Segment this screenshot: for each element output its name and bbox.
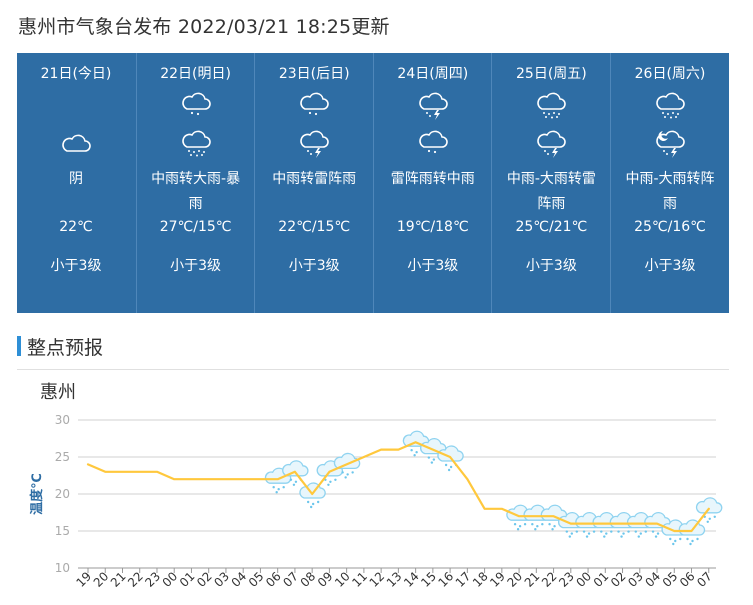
- y-tick-label: 30: [55, 413, 70, 427]
- forecast-day-1: 21日(今日) 阴 22℃ 小于3级: [17, 53, 135, 313]
- forecast-date: 22日(明日): [160, 66, 231, 82]
- forecast-temperature: 22℃: [59, 219, 93, 235]
- hourly-forecast-heading: 整点预报: [17, 334, 104, 359]
- y-tick-label: 10: [55, 561, 70, 575]
- y-tick-label: 15: [55, 524, 70, 538]
- forecast-description: 中雨转雷阵雨: [272, 171, 357, 187]
- light-rain-icon: [137, 89, 255, 119]
- heavy-rain-icon: [137, 127, 255, 161]
- forecast-date: 24日(周四): [397, 66, 469, 82]
- forecast-day-5: 25日(周五) 中雨-大雨转雷阵雨 25℃/21℃ 小于3级: [491, 53, 610, 313]
- temperature-chart-svg: 惠州温度℃10152025301920212223000102030405060…: [29, 382, 723, 590]
- page-title: 惠州市气象台发布 2022/03/21 18:25更新: [18, 16, 390, 38]
- forecast-day-6: 26日(周六) 中雨-大雨转阵雨 25℃/16℃ 小于3级: [610, 53, 729, 313]
- thunder-rain-icon: [255, 127, 373, 161]
- forecast-description: 阴: [69, 171, 83, 187]
- rain-cloud-icon: [333, 452, 361, 479]
- x-tick-label: 07: [694, 569, 715, 590]
- forecast-date: 23日(后日): [278, 66, 350, 82]
- forecast-temperature: 19℃/18℃: [396, 219, 469, 235]
- y-axis-label: 温度℃: [29, 473, 45, 515]
- light-rain-icon: [255, 89, 373, 119]
- forecast-temperature: 25℃/21℃: [515, 219, 588, 235]
- heading-accent-bar: [17, 336, 21, 356]
- forecast-wind: 小于3级: [170, 258, 222, 274]
- rain-cloud-icon: [678, 519, 706, 546]
- forecast-description: 中雨转大雨-暴雨: [151, 171, 241, 212]
- forecast-description: 雷阵雨转中雨: [390, 171, 475, 187]
- y-tick-label: 20: [55, 487, 70, 501]
- forecast-temperature: 27℃/15℃: [159, 219, 232, 235]
- forecast-day-3: 23日(后日) 中雨转雷阵雨 22℃/15℃ 小于3级: [254, 53, 373, 313]
- heavy-rain-icon: [492, 89, 610, 119]
- forecast-description: 中雨-大雨转雷阵雨: [506, 171, 596, 212]
- forecast-day-4: 24日(周四) 雷阵雨转中雨 19℃/18℃ 小于3级: [372, 53, 492, 313]
- hourly-forecast-title: 整点预报: [27, 336, 104, 359]
- forecast-temperature: 22℃/15℃: [278, 219, 351, 235]
- forecast-date: 25日(周五): [516, 66, 587, 82]
- forecast-wind: 小于3级: [288, 258, 340, 274]
- rain-cloud-icon: [299, 482, 326, 509]
- forecast-wind: 小于3级: [644, 258, 696, 274]
- forecast-temperature: 25℃/16℃: [634, 219, 706, 235]
- forecast-wind: 小于3级: [50, 258, 102, 274]
- forecast-wind: 小于3级: [407, 258, 459, 274]
- rain-cloud-icon: [282, 460, 309, 486]
- heavy-rain-icon: [611, 89, 729, 119]
- forecast-date: 26日(周六): [634, 66, 706, 82]
- forecast-wind: 小于3级: [525, 258, 577, 274]
- forecast-date: 21日(今日): [40, 66, 112, 82]
- heading-divider: [17, 369, 729, 370]
- night-thunder-rain-icon: [611, 127, 729, 161]
- y-tick-label: 25: [55, 450, 70, 464]
- chart-title: 惠州: [40, 382, 76, 403]
- rain-cloud-icon: [695, 497, 723, 523]
- thunder-rain-icon: [374, 89, 492, 120]
- light-rain-icon: [374, 127, 492, 161]
- temperature-line: [86, 441, 710, 533]
- daily-forecast-panel: 21日(今日) 阴 22℃ 小于3级 22日(明日) 中雨转大雨-暴雨 27℃/15℃ 小于3…: [17, 53, 729, 313]
- cloud-icon: [17, 131, 135, 161]
- thunder-rain-icon: [492, 127, 610, 161]
- forecast-description: 中雨-大雨转阵雨: [625, 171, 715, 212]
- hourly-temperature-chart: 惠州 温度℃ 10 15 20 25 30 19 20 21 22 23 00 01 02 03 04 05 06 0…: [0, 372, 753, 601]
- forecast-day-2: 22日(明日) 中雨转大雨-暴雨 27℃/15℃ 小于3级: [135, 53, 255, 313]
